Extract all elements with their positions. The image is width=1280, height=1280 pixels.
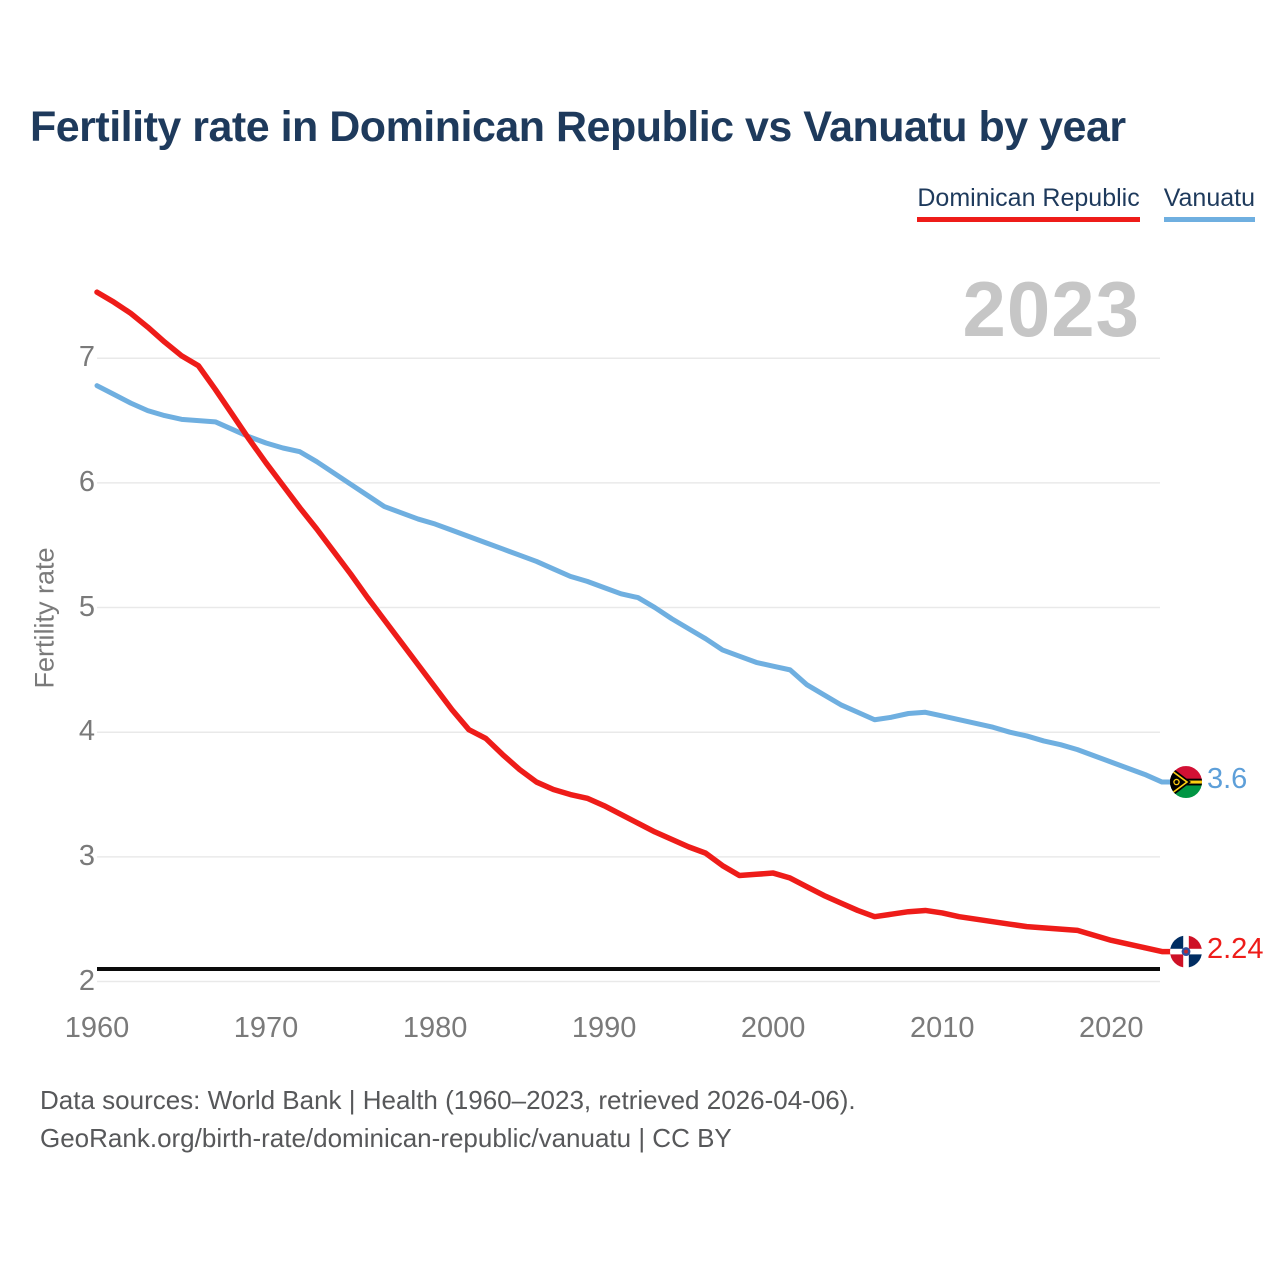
x-tick-label: 2010 — [909, 1012, 975, 1044]
series-lines — [94, 289, 1177, 955]
year-watermark: 2023 — [962, 265, 1140, 353]
y-tick-label: 5 — [78, 590, 95, 623]
dominican-republic-flag-icon — [1170, 935, 1203, 968]
x-tick-label: 2000 — [740, 1012, 806, 1044]
source-attribution: Data sources: World Bank | Health (1960–… — [40, 1081, 856, 1157]
legend-color-bar — [1163, 217, 1255, 222]
source-line-1: Data sources: World Bank | Health (1960–… — [40, 1085, 856, 1115]
vanuatu-flag-icon — [1170, 766, 1203, 799]
x-tick-label: 2020 — [1079, 1012, 1144, 1044]
vanuatu-line — [94, 383, 1177, 785]
dominican-republic-end-value: 2.24 — [1207, 932, 1264, 965]
legend-label: Dominican Republic — [917, 184, 1140, 212]
y-tick-label: 2 — [78, 964, 95, 997]
x-tick-label: 1980 — [402, 1012, 468, 1044]
source-line-2: GeoRank.org/birth-rate/dominican-republi… — [40, 1123, 732, 1153]
y-tick-label: 4 — [78, 715, 95, 748]
x-tick-label: 1970 — [233, 1012, 299, 1044]
gridlines — [97, 357, 1160, 983]
chart-title: Fertility rate in Dominican Republic vs … — [30, 103, 1126, 151]
legend-label: Vanuatu — [1163, 184, 1255, 212]
y-tick-label: 3 — [78, 839, 95, 872]
x-tick-label: 1960 — [64, 1012, 130, 1044]
y-tick-label: 6 — [78, 465, 95, 498]
y-tick-label: 7 — [78, 341, 95, 374]
legend-color-bar — [917, 217, 1140, 222]
vanuatu-end-value: 3.6 — [1207, 763, 1248, 796]
legend: Dominican Republic Vanuatu — [917, 184, 1255, 222]
legend-item-vanuatu[interactable]: Vanuatu — [1163, 184, 1255, 222]
legend-item-dominican-republic[interactable]: Dominican Republic — [917, 184, 1140, 222]
dominican-republic-line — [94, 289, 1177, 955]
x-tick-label: 1990 — [571, 1012, 637, 1044]
